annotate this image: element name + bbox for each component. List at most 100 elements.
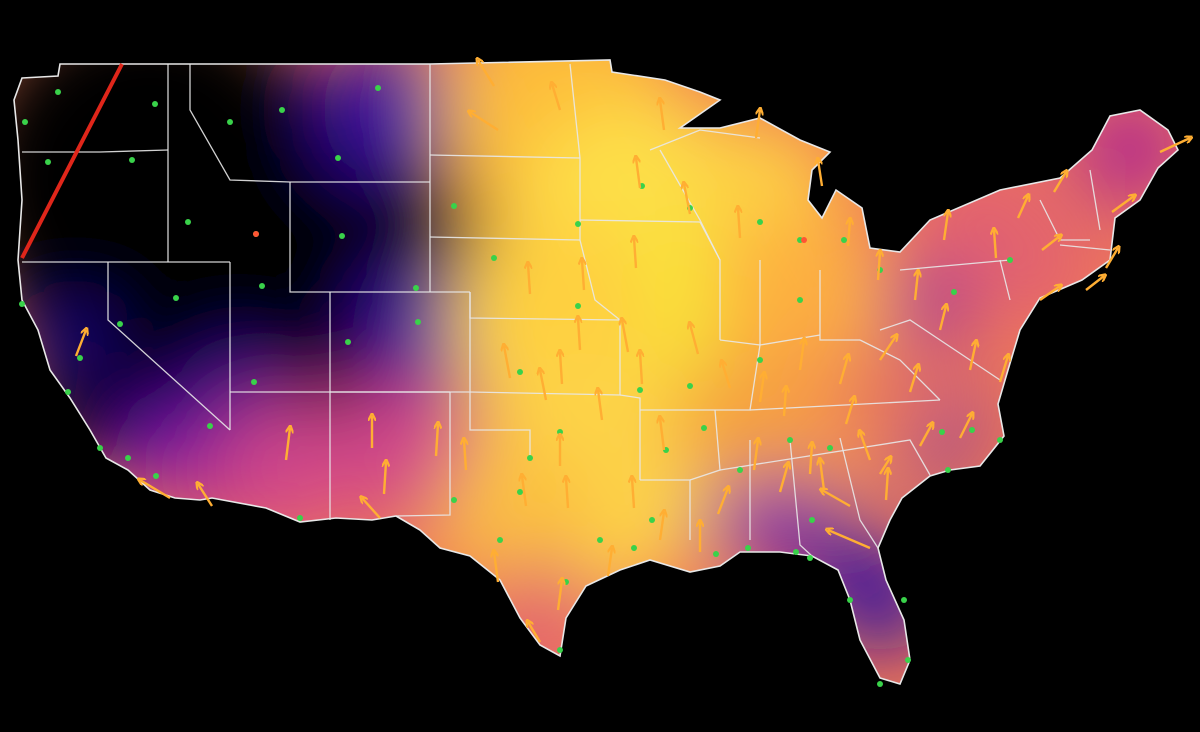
station-marker	[631, 545, 637, 551]
state-border	[429, 236, 581, 241]
direction-arrow	[968, 342, 976, 371]
station-marker	[575, 221, 581, 227]
station-marker	[185, 219, 191, 225]
state-border	[789, 439, 813, 557]
direction-arrow	[810, 444, 812, 475]
station-marker	[153, 473, 159, 479]
direction-arrow	[578, 318, 580, 351]
station-marker	[951, 289, 957, 295]
station-marker	[375, 85, 381, 91]
station-marker	[737, 467, 743, 473]
direction-arrow	[784, 388, 786, 417]
station-marker	[687, 383, 693, 389]
heat-blob	[980, 210, 1100, 330]
state-border	[1059, 244, 1111, 251]
state-border	[469, 392, 531, 460]
direction-arrow	[464, 440, 466, 471]
station-marker	[757, 357, 763, 363]
station-marker	[413, 285, 419, 291]
direction-arrow	[598, 390, 604, 421]
state-border	[189, 64, 291, 183]
direction-arrow	[1041, 236, 1060, 251]
station-marker	[527, 455, 533, 461]
direction-arrow	[994, 230, 996, 259]
station-marker	[117, 321, 123, 327]
direction-arrow	[844, 398, 854, 425]
direction-arrow	[848, 220, 850, 247]
direction-arrow	[1104, 248, 1118, 269]
state-border	[719, 439, 931, 476]
direction-arrow	[540, 370, 548, 401]
station-marker	[713, 551, 719, 557]
state-border	[619, 394, 641, 480]
direction-arrow	[938, 306, 946, 331]
state-border	[107, 262, 231, 431]
station-marker	[415, 319, 421, 325]
direction-arrow	[958, 414, 972, 439]
heat-blob	[320, 60, 460, 180]
direction-arrow	[622, 320, 630, 353]
direction-arrow	[470, 112, 499, 132]
station-marker	[649, 517, 655, 523]
state-border	[395, 392, 451, 517]
state-border	[699, 221, 721, 261]
direction-arrow	[828, 530, 871, 550]
direction-arrow	[818, 160, 824, 187]
station-marker	[517, 369, 523, 375]
station-marker	[259, 283, 265, 289]
direction-arrow	[634, 238, 636, 269]
direction-arrow	[556, 580, 562, 611]
station-marker	[969, 427, 975, 433]
direction-arrow	[1052, 172, 1066, 193]
direction-arrow	[528, 622, 542, 643]
direction-arrow	[362, 498, 381, 519]
direction-arrow	[198, 484, 214, 507]
station-marker	[745, 545, 751, 551]
station-marker	[207, 423, 213, 429]
station-marker	[517, 489, 523, 495]
direction-arrow	[886, 470, 888, 501]
direction-arrow	[436, 424, 438, 457]
direction-arrow	[754, 110, 760, 139]
direction-arrow	[504, 346, 512, 379]
station-marker	[451, 497, 457, 503]
direction-arrow	[820, 460, 826, 491]
direction-arrow	[560, 352, 562, 385]
direction-arrow	[908, 366, 918, 393]
station-marker	[787, 437, 793, 443]
state-border	[579, 219, 701, 223]
direction-arrow	[606, 548, 612, 577]
direction-arrow	[878, 252, 880, 281]
direction-arrow	[660, 418, 666, 451]
terminator-line	[20, 63, 124, 259]
direction-arrow	[658, 512, 664, 541]
direction-arrow	[582, 260, 584, 291]
station-marker	[339, 233, 345, 239]
state-borders	[22, 63, 1111, 557]
heat-blob	[47, 312, 103, 368]
station-marker	[701, 425, 707, 431]
heat-blob	[330, 380, 470, 520]
state-border	[469, 292, 621, 321]
station-marker	[297, 515, 303, 521]
station-marker	[497, 537, 503, 543]
direction-arrow	[798, 340, 804, 371]
station-marker-alt	[801, 237, 807, 243]
state-border	[289, 182, 470, 293]
direction-arrow	[140, 480, 171, 500]
direction-arrow	[822, 490, 851, 508]
direction-arrow	[942, 212, 948, 241]
station-marker	[563, 579, 569, 585]
station-marker	[757, 219, 763, 225]
station-marker	[279, 107, 285, 113]
direction-arrow	[74, 330, 86, 357]
direction-arrow	[640, 352, 642, 385]
state-border	[749, 399, 941, 411]
station-marker	[55, 89, 61, 95]
direction-arrow	[758, 374, 764, 403]
direction-arrow	[1039, 286, 1060, 301]
station-marker	[77, 355, 83, 361]
station-marker	[847, 597, 853, 603]
direction-arrow	[684, 184, 692, 215]
